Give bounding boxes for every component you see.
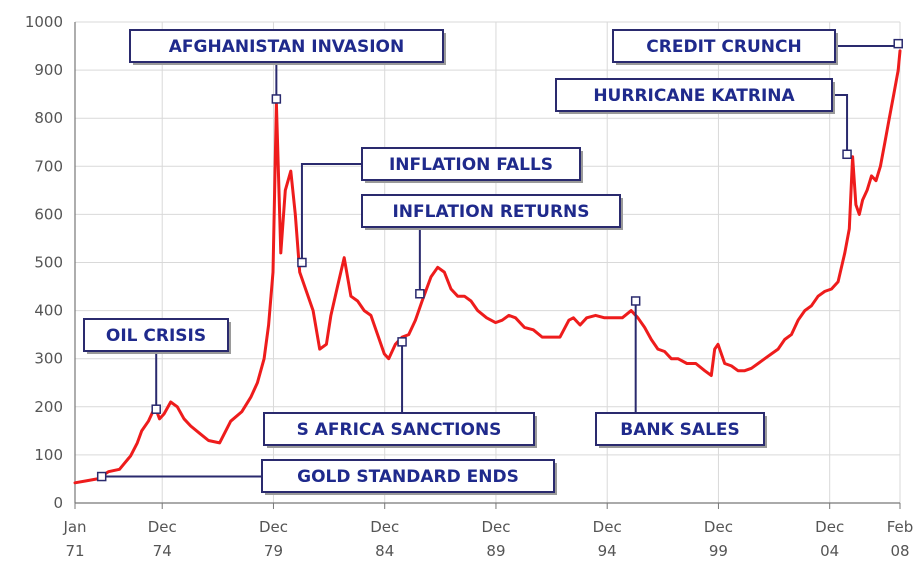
y-tick-label: 700 [34, 157, 63, 175]
y-tick-label: 100 [34, 446, 63, 464]
annotation-label: CREDIT CRUNCH [646, 37, 801, 57]
y-tick-label: 200 [34, 398, 63, 416]
annotation-marker [416, 290, 424, 298]
x-tick-label-line1: Feb [887, 518, 914, 536]
x-tick-label-line1: Dec [593, 518, 622, 536]
annotation-connector [835, 44, 898, 46]
annotation-marker [398, 338, 406, 346]
x-tick-label-line1: Dec [370, 518, 399, 536]
annotation-2: INFLATION RETURNS [362, 195, 623, 298]
y-tick-label: 600 [34, 205, 63, 223]
y-axis-ticks: 0 100 200 300 400 500 600 700 800 900 1000 [25, 13, 63, 512]
annotation-marker [298, 259, 306, 267]
y-tick-label: 0 [53, 494, 63, 512]
annotation-marker [152, 405, 160, 413]
x-tick-label-line1: Dec [815, 518, 844, 536]
annotation-label: GOLD STANDARD ENDS [297, 467, 519, 487]
annotation-label: INFLATION RETURNS [392, 202, 589, 222]
x-tick-label-line2: 79 [264, 542, 283, 560]
x-tick-label-line1: Dec [704, 518, 733, 536]
annotation-marker [272, 95, 280, 103]
y-tick-label: 300 [34, 350, 63, 368]
annotation-marker [894, 40, 902, 48]
annotation-marker [632, 297, 640, 305]
annotation-5: GOLD STANDARD ENDS [98, 460, 557, 495]
x-tick-label-line2: 84 [375, 542, 394, 560]
annotation-connector [302, 164, 362, 263]
annotation-3: OIL CRISIS [84, 319, 231, 413]
annotation-label: INFLATION FALLS [389, 155, 553, 175]
x-tick-label-line2: 89 [486, 542, 505, 560]
annotation-label: BANK SALES [620, 420, 740, 440]
x-tick-label-line1: Jan [62, 518, 86, 536]
annotation-0: AFGHANISTAN INVASION [130, 30, 446, 103]
x-tick-label-line1: Dec [481, 518, 510, 536]
annotation-label: AFGHANISTAN INVASION [169, 37, 404, 57]
y-tick-label: 900 [34, 61, 63, 79]
annotation-label: HURRICANE KATRINA [593, 86, 795, 106]
annotation-marker [843, 150, 851, 158]
x-tick-label-line2: 71 [65, 542, 84, 560]
annotation-6: BANK SALES [596, 297, 767, 448]
x-tick-label-line2: 99 [709, 542, 728, 560]
x-axis-ticks: Jan 71 Dec 74 Dec 79 Dec 84 Dec 89 Dec 94 Dec 99 Dec 04… [62, 518, 913, 560]
annotation-label: OIL CRISIS [106, 326, 206, 346]
annotation-marker [98, 473, 106, 481]
annotation-label: S AFRICA SANCTIONS [297, 420, 502, 440]
y-tick-label: 500 [34, 254, 63, 272]
x-tick-label-line2: 08 [890, 542, 909, 560]
y-tick-label: 800 [34, 109, 63, 127]
x-tick-label-line1: Dec [148, 518, 177, 536]
x-tick-label-line2: 74 [153, 542, 172, 560]
annotation-7: CREDIT CRUNCH [613, 30, 902, 65]
x-tick-label-line1: Dec [259, 518, 288, 536]
y-tick-label: 400 [34, 302, 63, 320]
x-tick-label-line2: 04 [820, 542, 839, 560]
x-tick-label-line2: 94 [598, 542, 617, 560]
y-tick-label: 1000 [25, 13, 63, 31]
